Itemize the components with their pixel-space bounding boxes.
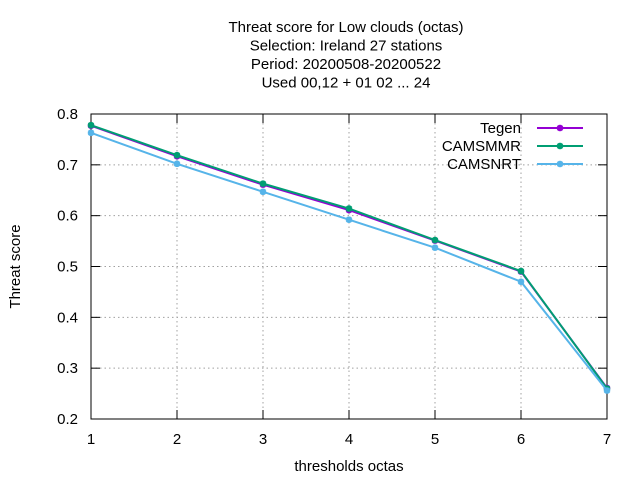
marker-stroke — [87, 122, 95, 129]
data-point-camsmmr — [87, 121, 95, 129]
marker-stroke — [345, 205, 353, 212]
marker-stroke — [556, 142, 564, 150]
legend-marker-tegen — [556, 124, 564, 132]
x-tick-label: 4 — [345, 431, 353, 448]
y-tick-label: 0.3 — [57, 360, 78, 377]
y-tick-label: 0.6 — [57, 208, 78, 225]
title-line: Threat score for Low clouds (octas) — [228, 19, 463, 36]
marker-stroke — [173, 160, 181, 167]
y-tick-label: 0.5 — [57, 259, 78, 276]
data-point-camsnrt — [517, 278, 525, 285]
x-axis-label: thresholds octas — [294, 458, 403, 475]
title-line: Selection: Ireland 27 stations — [250, 38, 443, 55]
x-tick-label: 2 — [173, 431, 181, 448]
legend-label-camsnrt: CAMSNRT — [447, 156, 521, 173]
marker-stroke — [259, 180, 267, 187]
x-tick-label: 1 — [87, 431, 95, 448]
y-tick-label: 0.8 — [57, 106, 78, 123]
data-point-camsnrt — [87, 129, 95, 137]
marker-stroke — [556, 124, 564, 132]
y-tick-label: 0.2 — [57, 411, 78, 428]
title-line: Used 00,12 + 01 02 ... 24 — [262, 75, 431, 92]
title-line: Period: 20200508-20200522 — [251, 56, 441, 73]
data-point-camsmmr — [259, 180, 267, 187]
marker-stroke — [556, 160, 564, 168]
data-point-camsnrt — [603, 387, 611, 394]
legend-marker-camsnrt — [556, 160, 564, 168]
marker-stroke — [173, 151, 181, 159]
data-point-camsnrt — [431, 244, 439, 251]
x-tick-label: 5 — [431, 431, 439, 448]
series — [87, 121, 611, 394]
legend-label-camsmmr: CAMSMMR — [442, 138, 521, 155]
data-point-camsnrt — [345, 216, 353, 223]
data-point-camsmmr — [517, 267, 525, 275]
data-point-camsmmr — [345, 205, 353, 212]
x-tick-label: 6 — [517, 431, 525, 448]
data-point-camsnrt — [173, 160, 181, 168]
data-point-camsnrt — [259, 188, 267, 195]
y-tick-label: 0.4 — [57, 309, 78, 326]
y-axis-label: Threat score — [7, 224, 24, 308]
series-line-camsnrt — [90, 131, 608, 392]
x-tick-label: 3 — [259, 431, 267, 448]
x-tick-label: 7 — [603, 431, 611, 448]
legend-marker-camsmmr — [556, 142, 564, 150]
marker-stroke — [345, 216, 353, 223]
marker-stroke — [603, 387, 611, 394]
y-tick-label: 0.7 — [57, 157, 78, 174]
marker-stroke — [431, 244, 439, 251]
marker-stroke — [87, 129, 95, 136]
marker-stroke — [517, 278, 525, 285]
marker-stroke — [431, 236, 439, 244]
legend-label-tegen: Tegen — [480, 120, 521, 137]
chart-title: Threat score for Low clouds (octas) Selec… — [228, 19, 463, 92]
data-point-camsmmr — [173, 151, 181, 159]
marker-stroke — [517, 267, 525, 275]
marker-stroke — [259, 188, 267, 195]
axis-ticks: 1 2 3 4 5 6 7 0.2 0.3 0.4 0.5 0.6 0.7 0.8 — [57, 106, 611, 448]
data-point-camsmmr — [431, 236, 439, 244]
